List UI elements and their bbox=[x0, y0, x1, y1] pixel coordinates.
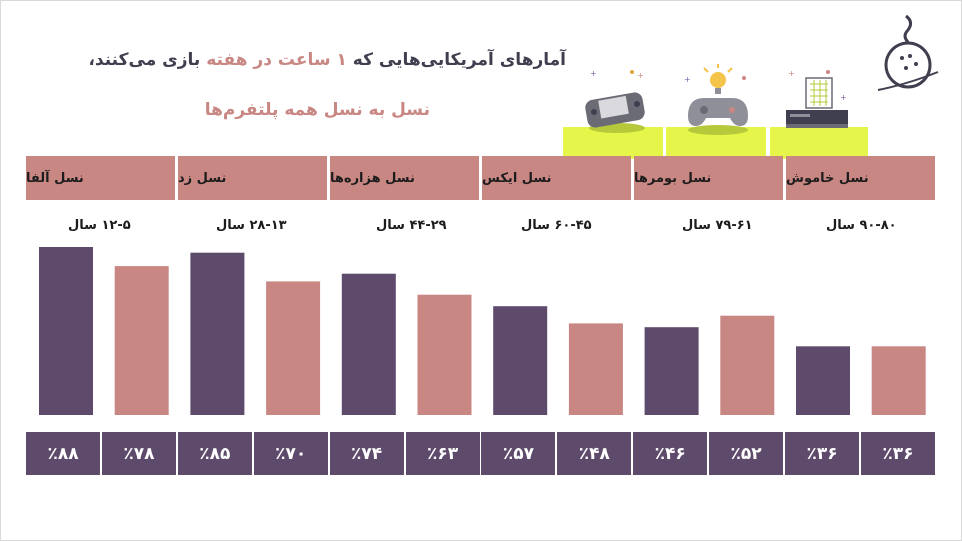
bar-4 bbox=[266, 281, 321, 415]
gamepad-idea-icon: + bbox=[684, 64, 748, 135]
svg-text:+: + bbox=[590, 69, 597, 78]
age-range-boomers: ۷۹-۶۱ سال bbox=[682, 218, 753, 233]
percentage-label-7: ٪۵۷ bbox=[481, 432, 556, 475]
bar-10 bbox=[720, 315, 775, 415]
platform-highlight-3 bbox=[770, 127, 868, 159]
age-range-alpha: ۱۲-۵ سال bbox=[68, 218, 131, 233]
age-range-silent: ۹۰-۸۰ سال bbox=[826, 218, 897, 233]
percentage-label-10: ٪۵۲ bbox=[709, 432, 784, 475]
header-cell-silent: نسل خاموش bbox=[786, 156, 935, 200]
bar-3 bbox=[190, 252, 245, 415]
bar-5 bbox=[341, 273, 396, 415]
percentage-label-3: ٪۸۵ bbox=[177, 432, 252, 475]
age-range-gen-x: ۶۰-۴۵ سال bbox=[521, 218, 592, 233]
percentage-label-12: ٪۳۶ bbox=[860, 432, 935, 475]
percentage-label-6: ٪۶۳ bbox=[405, 432, 480, 475]
percentage-label-1: ٪۸۸ bbox=[26, 432, 100, 475]
header-cell-boomers: نسل بومرها bbox=[634, 156, 783, 200]
bar-11 bbox=[796, 346, 850, 415]
percentage-label-9: ٪۴۶ bbox=[633, 432, 708, 475]
handheld-console-icon: + + bbox=[585, 69, 645, 133]
header-cell-gen-z: نسل زد bbox=[178, 156, 327, 200]
slide-title: آمارهای آمریکایی‌هایی که ۱ ساعت در هفته … bbox=[88, 50, 566, 70]
console-calendar-icon: + + bbox=[786, 69, 848, 128]
svg-text:+: + bbox=[637, 71, 644, 80]
header-cell-alpha: نسل آلفا bbox=[26, 156, 175, 200]
bar-12 bbox=[871, 346, 926, 415]
bar-8 bbox=[568, 323, 623, 415]
bar-6 bbox=[417, 294, 472, 415]
percentage-label-4: ٪۷۰ bbox=[253, 432, 328, 475]
bar-7 bbox=[493, 306, 548, 415]
age-range-gen-z: ۲۸-۱۳ سال bbox=[216, 218, 287, 233]
title-part1: آمارهای آمریکایی‌هایی که bbox=[346, 50, 566, 70]
percentage-label-11: ٪۳۶ bbox=[785, 432, 859, 475]
title-highlight: ۱ ساعت در هفته bbox=[206, 50, 347, 70]
age-range-millennials: ۴۴-۲۹ سال bbox=[376, 218, 447, 233]
slide-subtitle: نسل به نسل همه پلتفرم‌ها bbox=[204, 100, 430, 120]
svg-text:+: + bbox=[788, 69, 795, 78]
svg-text:+: + bbox=[684, 75, 691, 84]
header-cell-gen-x: نسل ایکس bbox=[482, 156, 631, 200]
bar-2 bbox=[114, 266, 169, 415]
bar-1 bbox=[39, 247, 93, 415]
logo-icon bbox=[877, 14, 939, 91]
percentage-label-8: ٪۴۸ bbox=[557, 432, 632, 475]
svg-text:+: + bbox=[840, 93, 847, 102]
percentage-label-2: ٪۷۸ bbox=[101, 432, 176, 475]
title-part2: بازی می‌کنند، bbox=[88, 50, 207, 70]
percentage-label-5: ٪۷۴ bbox=[329, 432, 404, 475]
header-cell-millennials: نسل هزاره‌ها bbox=[330, 156, 479, 200]
bar-9 bbox=[644, 327, 699, 415]
generation-header-row: نسل آلفا نسل زد نسل هزاره‌ها نسل ایکس نس… bbox=[26, 156, 936, 200]
